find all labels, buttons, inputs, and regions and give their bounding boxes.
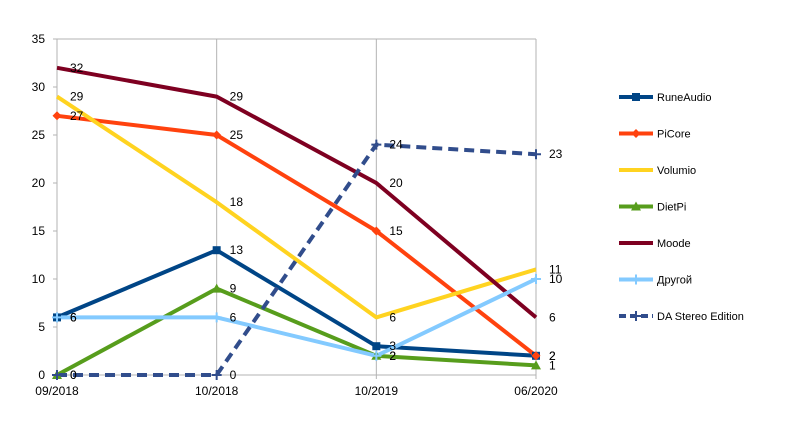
plus-marker [371, 139, 382, 150]
data-label: 1 [549, 358, 556, 372]
x-axis: 09/2018 10/2018 10/2019 06/2020 [35, 374, 558, 398]
plus-marker [211, 312, 222, 323]
data-label: 24 [389, 138, 403, 152]
legend-item: DietPi [619, 201, 686, 214]
square-marker [632, 93, 640, 101]
legend-label: Moode [657, 238, 691, 250]
legend-item: RuneAudio [619, 92, 711, 104]
y-tick-label: 30 [32, 80, 46, 94]
diamond-marker [52, 111, 62, 121]
plus-marker [531, 149, 541, 160]
legend-label: PiCore [657, 129, 691, 141]
data-label: 2 [549, 349, 556, 363]
legend-item: DA Stereo Edition [619, 311, 744, 323]
legend-item: Другой [619, 274, 692, 287]
data-label: 3 [389, 339, 396, 353]
data-label: 0 [70, 368, 77, 382]
series-line [55, 94, 537, 320]
legend: RuneAudio PiCore Volumio DietPi Moode Другой D… [619, 92, 744, 323]
plus-marker [52, 370, 62, 380]
plus-marker [52, 312, 62, 323]
data-label: 0 [230, 368, 237, 382]
data-label: 25 [230, 128, 244, 142]
series-line [56, 248, 537, 358]
plus-marker [371, 350, 382, 361]
data-label: 2 [549, 349, 556, 363]
legend-label: DA Stereo Edition [657, 311, 744, 323]
data-label: 11 [549, 262, 562, 276]
diamond-marker [371, 226, 381, 236]
data-label: 27 [70, 109, 84, 123]
series-line [57, 277, 537, 358]
x-tick-label: 10/2019 [355, 384, 399, 398]
legend-label: Другой [657, 275, 692, 287]
y-tick-label: 0 [38, 368, 45, 382]
data-label: 32 [70, 61, 84, 75]
legend-label: Volumio [657, 165, 696, 177]
plot-grid [56, 38, 537, 375]
diamond-marker [531, 351, 541, 361]
data-label: 6 [389, 310, 396, 324]
series-line [57, 142, 537, 377]
diamond-marker [212, 130, 222, 140]
legend-label: RuneAudio [657, 92, 711, 104]
plus-marker [211, 370, 222, 380]
y-tick-label: 10 [32, 272, 46, 286]
data-label: 10 [549, 272, 563, 286]
data-label: 2 [389, 349, 396, 363]
legend-item: Moode [619, 238, 691, 250]
legend-item: Volumio [619, 165, 696, 177]
x-tick-label: 09/2018 [35, 384, 79, 398]
series-markers [52, 111, 541, 380]
triangle-marker [531, 360, 541, 370]
data-label: 23 [549, 147, 563, 161]
data-label: 0 [70, 368, 77, 382]
data-label: 9 [230, 282, 237, 296]
data-label: 2 [389, 349, 396, 363]
data-label: 6 [549, 310, 556, 324]
series-line [56, 286, 537, 377]
plus-marker [631, 311, 641, 321]
x-tick-label: 10/2018 [195, 384, 239, 398]
series-lines [55, 65, 538, 377]
series-line [56, 65, 538, 319]
legend-item: PiCore [619, 129, 691, 141]
square-marker [212, 246, 221, 255]
y-tick-label: 20 [32, 176, 46, 190]
y-tick-label: 35 [32, 32, 46, 46]
x-tick-label: 06/2020 [514, 384, 558, 398]
data-label: 29 [230, 90, 244, 104]
diamond-marker [631, 129, 641, 138]
y-tick-label: 5 [38, 320, 45, 334]
data-label: 13 [230, 243, 244, 257]
triangle-marker [211, 283, 222, 293]
data-label: 29 [70, 90, 84, 104]
triangle-marker [631, 201, 641, 211]
plus-marker [631, 274, 641, 285]
data-label: 6 [70, 310, 77, 324]
square-marker [372, 342, 381, 351]
plus-marker [531, 274, 541, 284]
data-label: 18 [230, 195, 244, 209]
data-label: 6 [70, 310, 77, 324]
data-label: 15 [389, 224, 403, 238]
y-axis: 0 5 10 15 20 25 30 35 [32, 32, 58, 382]
y-tick-label: 15 [32, 224, 46, 238]
y-tick-label: 25 [32, 128, 46, 142]
data-label: 20 [389, 176, 403, 190]
data-label: 6 [230, 310, 237, 324]
legend-label: DietPi [657, 202, 686, 214]
